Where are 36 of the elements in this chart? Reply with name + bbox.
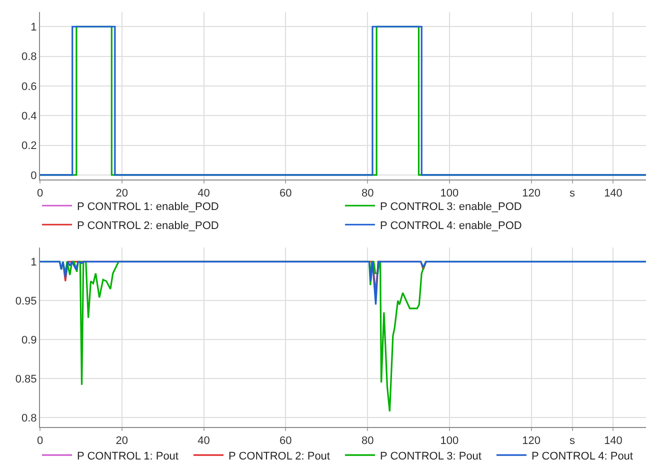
x-tick-label: 140 — [604, 435, 622, 448]
x-tick-label: 100 — [440, 435, 459, 448]
y-tick-label: 0.9 — [22, 334, 37, 346]
x-tick-label: 120 — [522, 435, 541, 448]
legend-label: P CONTROL 1: Pout — [77, 450, 178, 462]
x-tick-label: 60 — [280, 188, 292, 200]
y-tick-label: 0 — [30, 170, 37, 182]
legend-label: P CONTROL 1: enable_POD — [77, 200, 219, 213]
x-tick-label: s — [570, 435, 576, 448]
y-tick-label: 0.8 — [22, 51, 37, 64]
y-tick-label: 0.95 — [15, 296, 37, 308]
x-tick-label: 140 — [604, 188, 622, 200]
x-tick-label: 100 — [440, 188, 459, 200]
y-tick-label: 0.8 — [22, 412, 37, 424]
line-series — [40, 260, 646, 306]
x-tick-label: 20 — [116, 188, 128, 200]
y-tick-label: 0.6 — [22, 80, 37, 93]
x-tick-label: 120 — [522, 188, 541, 200]
legend-label: P CONTROL 4: Pout — [532, 450, 633, 462]
y-tick-label: 1 — [30, 21, 37, 34]
legend-label: P CONTROL 3: Pout — [380, 450, 482, 462]
legend-label: P CONTROL 4: enable_POD — [380, 220, 522, 232]
y-tick-label: 0.85 — [15, 373, 37, 386]
legend-label: P CONTROL 2: Pout — [228, 450, 330, 462]
x-tick-label: 20 — [116, 435, 128, 448]
x-tick-label: 40 — [198, 435, 210, 448]
y-tick-label: 0.4 — [22, 110, 37, 122]
y-tick-label: 0.2 — [22, 140, 37, 152]
x-tick-label: 80 — [361, 188, 374, 200]
y-tick-label: 1 — [30, 256, 37, 269]
legend-label: P CONTROL 2: enable_POD — [77, 220, 219, 232]
x-tick-label: 80 — [361, 435, 374, 448]
legend-label: P CONTROL 3: enable_POD — [380, 200, 522, 213]
x-tick-label: 60 — [280, 435, 292, 448]
x-tick-label: 40 — [198, 188, 210, 200]
x-tick-label: s — [570, 188, 576, 200]
